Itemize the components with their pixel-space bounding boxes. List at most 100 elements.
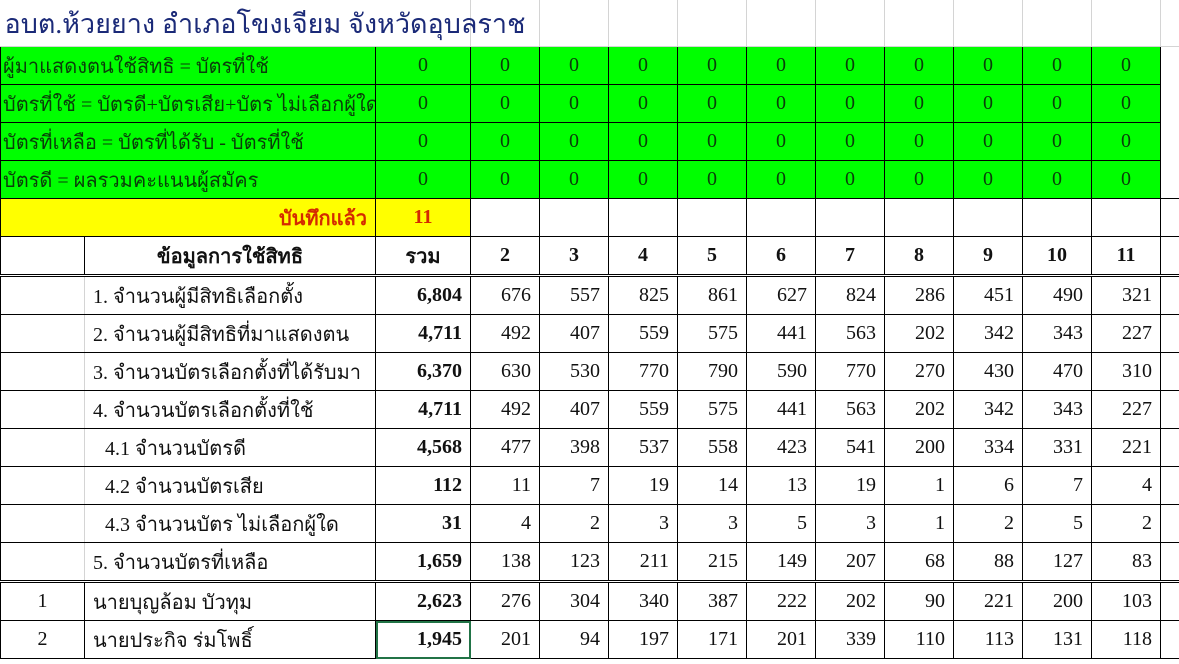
empty-cell[interactable] (1160, 236, 1179, 277)
stat-value[interactable]: 492 (470, 390, 541, 429)
stat-value[interactable]: 407 (539, 314, 610, 353)
stat-value[interactable]: 200 (884, 428, 955, 467)
stat-value[interactable]: 2 (953, 504, 1024, 543)
candidate-votes[interactable]: 339 (815, 620, 886, 659)
stat-value[interactable]: 563 (815, 390, 886, 429)
check-value[interactable]: 0 (1022, 46, 1093, 85)
saved-value[interactable]: 11 (374, 198, 472, 237)
stat-value[interactable]: 1 (884, 504, 955, 543)
stat-value[interactable]: 19 (815, 466, 886, 505)
empty-cell[interactable] (470, 198, 541, 237)
stat-value[interactable]: 138 (470, 542, 541, 582)
stat-value[interactable]: 407 (539, 390, 610, 429)
stat-value[interactable]: 530 (539, 352, 610, 391)
check-value[interactable]: 0 (746, 122, 817, 161)
header-unit[interactable]: 3 (539, 236, 610, 277)
stat-value[interactable]: 423 (746, 428, 817, 467)
check-value[interactable]: 0 (884, 160, 955, 199)
empty-cell[interactable] (1091, 198, 1162, 237)
empty-cell[interactable] (1160, 580, 1179, 621)
candidate-votes[interactable]: 131 (1022, 620, 1093, 659)
empty-cell[interactable] (470, 0, 541, 47)
stat-value[interactable]: 541 (815, 428, 886, 467)
stat-value[interactable]: 14 (677, 466, 748, 505)
check-value[interactable]: 0 (815, 122, 886, 161)
candidate-name[interactable]: นายบุญล้อม บัวทุม (84, 580, 376, 621)
stat-value[interactable]: 4 (1091, 466, 1162, 505)
stat-value[interactable]: 342 (953, 390, 1024, 429)
empty-cell[interactable] (608, 198, 679, 237)
stat-total[interactable]: 112 (374, 466, 472, 505)
stat-value[interactable]: 7 (539, 466, 610, 505)
candidate-number[interactable]: 2 (0, 620, 85, 659)
stat-value[interactable]: 627 (746, 275, 817, 315)
check-value[interactable]: 0 (953, 84, 1024, 123)
sheet-title[interactable]: อบต.ห้วยยาง อำเภอโขงเจียม จังหวัดอุบลราช (0, 0, 525, 47)
check-value[interactable]: 0 (815, 160, 886, 199)
empty-cell[interactable] (1160, 504, 1179, 543)
candidate-votes[interactable]: 387 (677, 580, 748, 621)
stat-value[interactable]: 5 (1022, 504, 1093, 543)
check-value[interactable]: 0 (1022, 122, 1093, 161)
check-value[interactable]: 0 (1091, 84, 1162, 123)
check-value[interactable]: 0 (374, 84, 472, 123)
empty-cell[interactable] (0, 428, 85, 467)
check-value[interactable]: 0 (953, 160, 1024, 199)
check-value[interactable]: 0 (470, 160, 541, 199)
stat-value[interactable]: 227 (1091, 390, 1162, 429)
check-value[interactable]: 0 (608, 84, 679, 123)
candidate-votes[interactable]: 221 (953, 580, 1024, 621)
stat-value[interactable]: 770 (815, 352, 886, 391)
empty-cell[interactable] (1022, 0, 1093, 47)
stat-total[interactable]: 6,804 (374, 275, 472, 315)
check-value[interactable]: 0 (746, 160, 817, 199)
stat-value[interactable]: 310 (1091, 352, 1162, 391)
header-unit[interactable]: 2 (470, 236, 541, 277)
stat-value[interactable]: 3 (815, 504, 886, 543)
saved-label[interactable]: บันทึกแล้ว (0, 198, 376, 237)
check-value[interactable]: 0 (539, 84, 610, 123)
empty-cell[interactable] (0, 236, 85, 277)
check-value[interactable]: 0 (746, 84, 817, 123)
stat-value[interactable]: 2 (1091, 504, 1162, 543)
check-value[interactable]: 0 (470, 122, 541, 161)
stat-value[interactable]: 2 (539, 504, 610, 543)
candidate-votes[interactable]: 222 (746, 580, 817, 621)
stat-value[interactable]: 590 (746, 352, 817, 391)
stat-value[interactable]: 490 (1022, 275, 1093, 315)
stat-value[interactable]: 123 (539, 542, 610, 582)
empty-cell[interactable] (677, 198, 748, 237)
candidate-votes[interactable]: 200 (1022, 580, 1093, 621)
check-value[interactable]: 0 (1022, 84, 1093, 123)
stat-value[interactable]: 321 (1091, 275, 1162, 315)
check-label[interactable]: บัตรที่ใช้ = บัตรดี+บัตรเสีย+บัตร ไม่เลื… (0, 84, 376, 123)
check-value[interactable]: 0 (884, 46, 955, 85)
empty-cell[interactable] (1160, 352, 1179, 391)
check-value[interactable]: 0 (815, 84, 886, 123)
stat-value[interactable]: 441 (746, 314, 817, 353)
check-value[interactable]: 0 (884, 122, 955, 161)
header-unit[interactable]: 5 (677, 236, 748, 277)
check-value[interactable]: 0 (470, 46, 541, 85)
stat-value[interactable]: 227 (1091, 314, 1162, 353)
check-value[interactable]: 0 (608, 46, 679, 85)
check-value[interactable]: 0 (953, 122, 1024, 161)
empty-cell[interactable] (1160, 428, 1179, 467)
empty-cell[interactable] (0, 352, 85, 391)
candidate-votes[interactable]: 276 (470, 580, 541, 621)
stat-total[interactable]: 1,659 (374, 542, 472, 582)
stat-value[interactable]: 331 (1022, 428, 1093, 467)
check-value[interactable]: 0 (746, 46, 817, 85)
candidate-total[interactable]: 1,945 (374, 620, 472, 659)
stat-value[interactable]: 630 (470, 352, 541, 391)
stat-value[interactable]: 3 (608, 504, 679, 543)
candidate-votes[interactable]: 304 (539, 580, 610, 621)
check-label[interactable]: บัตรที่เหลือ = บัตรที่ได้รับ - บัตรที่ใช… (0, 122, 376, 161)
stat-total[interactable]: 4,711 (374, 314, 472, 353)
check-value[interactable]: 0 (608, 122, 679, 161)
empty-cell[interactable] (884, 198, 955, 237)
stat-value[interactable]: 88 (953, 542, 1024, 582)
stat-value[interactable]: 286 (884, 275, 955, 315)
stat-value[interactable]: 207 (815, 542, 886, 582)
empty-cell[interactable] (677, 0, 748, 47)
